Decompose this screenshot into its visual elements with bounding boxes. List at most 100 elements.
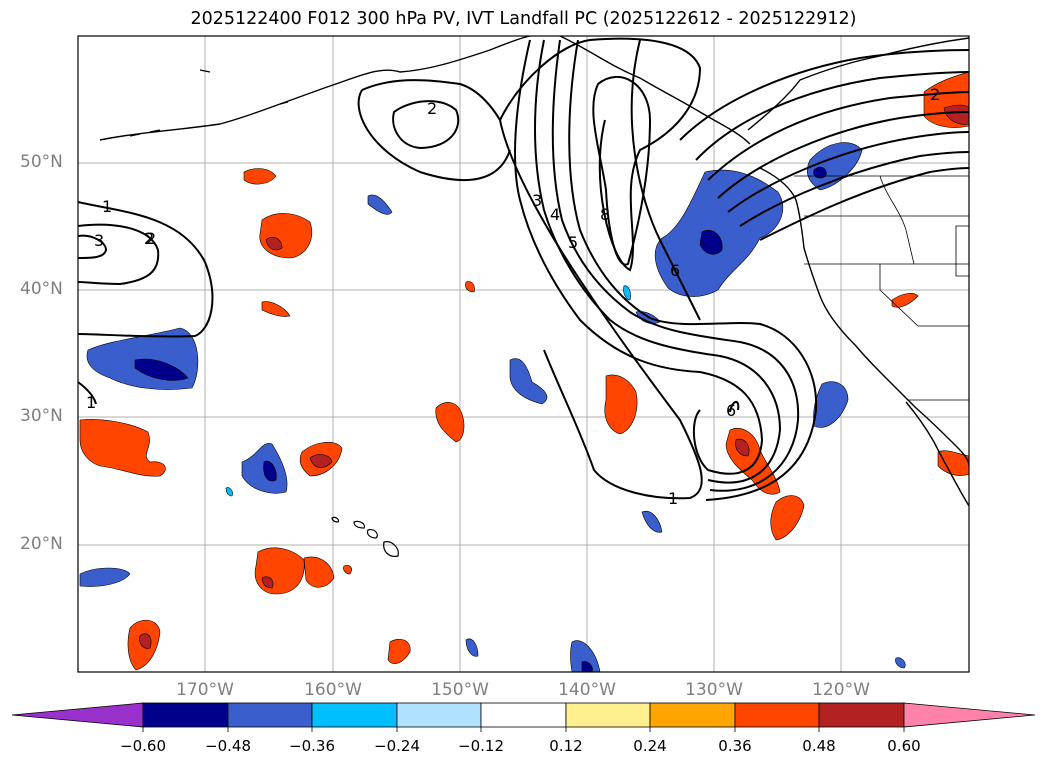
colorbar-tick-label: 0.36 xyxy=(718,737,752,755)
west-coast-north xyxy=(759,167,969,467)
contour-1-west xyxy=(78,201,214,338)
lat-label-40n: 40°N xyxy=(20,279,63,299)
colorbar xyxy=(11,702,1036,732)
pos-area-12n-153w xyxy=(387,639,411,664)
colorbar-tick-label: −0.36 xyxy=(289,737,335,755)
pos-area-40n-177w xyxy=(261,301,291,317)
nevada-border xyxy=(879,264,969,327)
contour-label: 3 xyxy=(532,191,542,210)
colorbar-tick-label: −0.48 xyxy=(205,737,251,755)
colorbar-tick-label: 0.48 xyxy=(802,737,836,755)
state-box-east xyxy=(955,225,969,277)
colorbar-segment xyxy=(311,702,398,728)
aleutian-islands xyxy=(99,129,161,141)
pv-negative-areas xyxy=(79,142,906,672)
lon-label-150w: 150°W xyxy=(431,680,489,700)
colorbar-extend-right xyxy=(903,702,1036,728)
islands xyxy=(99,69,399,557)
contour-label: 6 xyxy=(726,401,736,420)
contour-ridge-4 xyxy=(534,39,782,484)
pos-area-26n-115w xyxy=(937,450,969,476)
lon-label-140w: 140°W xyxy=(558,680,616,700)
contour-3-west xyxy=(78,234,108,259)
contour-label: 5 xyxy=(568,233,578,252)
neg-area-17n-175w xyxy=(79,567,131,587)
contour-label: 1 xyxy=(668,489,678,508)
bc-coast xyxy=(747,37,969,131)
colorbar-segment xyxy=(734,702,820,728)
pos-area-17n-158w xyxy=(343,565,352,575)
colorbar-ticks xyxy=(142,727,905,732)
contour-east-4 xyxy=(717,111,969,199)
pos-core-44n-165w xyxy=(265,236,283,251)
pos-core-12n-170w xyxy=(139,633,152,649)
contour-label: 1 xyxy=(102,197,112,216)
colorbar-segment xyxy=(480,702,567,728)
neg-area-31n-122w xyxy=(813,381,849,428)
neg-core-12n-140w xyxy=(581,661,593,672)
colorbar-tick-label: 0.60 xyxy=(887,737,921,755)
pos-area-40n-117w xyxy=(891,293,919,308)
neg-area-40n-138w xyxy=(623,285,631,301)
neg-area-48n-155w xyxy=(367,194,393,215)
neg-area-13n-116w xyxy=(895,657,906,669)
neg-core-36n-174w xyxy=(134,358,189,381)
contour-ridge-6 xyxy=(568,39,818,501)
contour-east-3 xyxy=(707,91,969,181)
idaho-border xyxy=(879,175,915,265)
colorbar-tick-label: −0.24 xyxy=(374,737,420,755)
contour-label: 2 xyxy=(144,229,154,248)
map-border xyxy=(77,35,970,673)
hawaii-big-island xyxy=(383,541,399,557)
neg-area-20n-134w xyxy=(641,510,663,533)
lon-label-130w: 130°W xyxy=(685,680,743,700)
colorbar-extend-left xyxy=(11,702,144,728)
pos-area-21n-124w xyxy=(770,495,805,541)
colorbar-segment xyxy=(227,702,313,728)
neg-area-33n-145w xyxy=(509,358,548,405)
pos-area-41n-149w xyxy=(465,281,475,293)
contour-label: 1 xyxy=(86,393,96,412)
pos-area-31n-138w xyxy=(604,374,638,435)
contour-hook-6 xyxy=(729,401,740,413)
lat-label-50n: 50°N xyxy=(20,152,63,172)
pos-area-49n-166w xyxy=(243,168,277,185)
pos-core-17n-165w xyxy=(261,576,274,589)
pv-positive-areas xyxy=(79,71,969,671)
contour-label: 4 xyxy=(550,205,560,224)
colorbar-tick-label: −0.60 xyxy=(120,737,166,755)
contour-2-gulf-small xyxy=(392,100,460,150)
colorbar-segment xyxy=(142,702,229,728)
contour-arc-6 xyxy=(630,39,701,321)
contour-ridge-3 xyxy=(514,39,764,475)
contour-2-gulf xyxy=(357,37,702,272)
pos-core-27n-160w xyxy=(309,454,333,468)
coastlines xyxy=(99,36,969,507)
pos-area-29n-176w xyxy=(79,419,166,477)
neg-core-26n-164w xyxy=(263,460,277,482)
neg-area-45n-130w xyxy=(654,169,783,297)
map-title: 2025122400 F012 300 hPa PV, IVT Landfall… xyxy=(190,9,857,29)
colorbar-tick-label: −0.12 xyxy=(458,737,504,755)
hawaii-kauai xyxy=(331,516,340,523)
contour-2-west xyxy=(78,223,160,286)
contour-label: 2 xyxy=(146,229,156,248)
lon-label-120w: 120°W xyxy=(812,680,870,700)
isolated-island-1 xyxy=(199,69,211,73)
pos-core-26n-127w xyxy=(735,438,750,457)
ivt-contours xyxy=(78,37,969,501)
lat-label-20n: 20°N xyxy=(20,534,63,554)
pos-core-54n-115w xyxy=(943,104,969,125)
colorbar-segment xyxy=(565,702,651,728)
contour-ridge-8 xyxy=(592,76,652,266)
neg-core-43n-130w xyxy=(699,230,723,255)
contour-label: 8 xyxy=(600,205,610,224)
contour-east-7 xyxy=(759,167,969,241)
pos-area-31n-150w xyxy=(435,402,465,443)
contour-1-lower-west xyxy=(78,381,97,405)
contour-label-group: 1 2 3 2 2 3 4 5 6 8 6 1 2 1 xyxy=(86,85,940,508)
baja-coast xyxy=(905,401,969,507)
neg-area-21n-179w xyxy=(225,487,233,497)
colorbar-segment xyxy=(818,702,905,728)
alaska-panhandle-coast xyxy=(559,36,751,145)
